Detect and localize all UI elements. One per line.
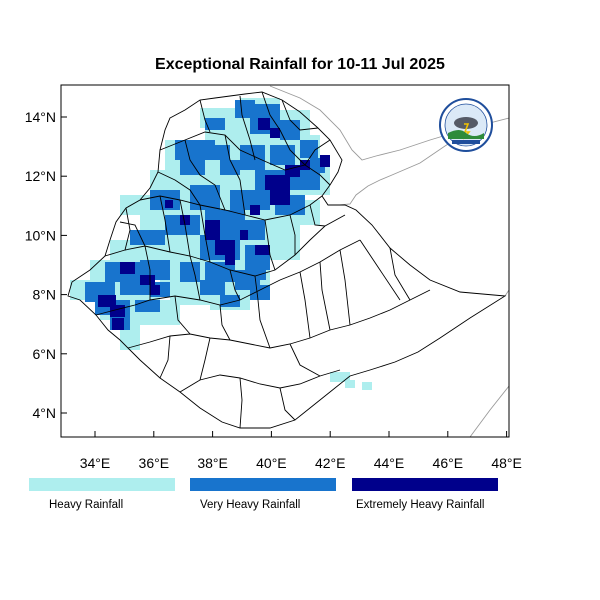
- rain-cell: [215, 240, 235, 255]
- rain-cell: [262, 288, 270, 300]
- lon-tick-label: 40°E: [256, 455, 287, 471]
- lat-tick-label: 14°N: [25, 109, 56, 125]
- rain-cell: [330, 372, 350, 382]
- rain-cell: [215, 145, 230, 160]
- lat-tick-label: 12°N: [25, 168, 56, 184]
- rain-cell: [285, 165, 300, 177]
- rain-cell: [345, 380, 355, 388]
- legend-swatch-very-heavy: [190, 478, 336, 491]
- rain-cell: [265, 175, 290, 190]
- map-frame: [60, 84, 510, 438]
- rain-cell: [205, 220, 220, 240]
- rain-cell: [140, 275, 155, 285]
- rain-cell: [250, 205, 260, 215]
- rain-cell: [225, 255, 235, 265]
- legend-swatch-heavy: [29, 478, 175, 491]
- rain-cell: [258, 270, 266, 280]
- lat-tick-label: 6°N: [33, 346, 57, 362]
- lon-tick-label: 48°E: [491, 455, 522, 471]
- legend-extreme: Extremely Heavy Rainfall: [352, 478, 498, 511]
- lon-tick-label: 46°E: [433, 455, 464, 471]
- lon-tick-label: 44°E: [374, 455, 405, 471]
- rain-cell: [300, 140, 318, 158]
- lon-tick-label: 34°E: [80, 455, 111, 471]
- rain-cell: [270, 145, 295, 165]
- rain-cell: [320, 155, 330, 167]
- ethiopia-outline: [67, 91, 507, 429]
- lon-tick-label: 36°E: [139, 455, 170, 471]
- rain-cell: [240, 230, 248, 240]
- rain-cell: [270, 190, 290, 205]
- admin-boundaries: [67, 91, 507, 429]
- rain-cell: [112, 318, 124, 330]
- axis-ticks: 14°N 12°N 10°N 8°N 6°N 4°N 34°E 36°E 38°E 40°E 42°…: [25, 109, 522, 471]
- rain-cell: [245, 220, 265, 240]
- rain-cell: [120, 262, 135, 274]
- lat-tick-label: 8°N: [33, 287, 57, 303]
- rain-cell: [180, 262, 200, 282]
- rain-cell: [150, 285, 160, 295]
- lat-tick-label: 10°N: [25, 227, 56, 243]
- rain-cell: [220, 160, 240, 175]
- rain-cell: [255, 245, 270, 255]
- rain-cell: [362, 382, 372, 390]
- rain-cell: [175, 140, 215, 160]
- rain-cell: [205, 262, 235, 282]
- lon-tick-label: 42°E: [315, 455, 346, 471]
- rain-cell: [130, 230, 165, 245]
- rain-cell: [270, 128, 280, 138]
- rain-cell: [135, 300, 160, 312]
- legend-label-very-heavy: Very Heavy Rainfall: [200, 499, 301, 511]
- rain-cell: [98, 295, 116, 307]
- legend-very-heavy: Very Heavy Rainfall: [190, 478, 336, 511]
- lon-tick-label: 38°E: [197, 455, 228, 471]
- rain-cell: [180, 160, 205, 175]
- legend-label-heavy: Heavy Rainfall: [49, 499, 124, 511]
- rain-cell: [165, 200, 173, 208]
- rain-cell: [258, 118, 270, 130]
- legend-label-extreme: Extremely Heavy Rainfall: [356, 499, 485, 511]
- legend-heavy: Heavy Rainfall: [29, 478, 175, 511]
- rain-cell: [200, 280, 225, 295]
- weather-logo-icon: [439, 98, 493, 152]
- rain-cell: [180, 215, 190, 225]
- map-title: Exceptional Rainfall for 10-11 Jul 2025: [155, 56, 445, 73]
- rain-cell: [205, 118, 225, 130]
- lat-tick-label: 4°N: [33, 405, 57, 421]
- legend-swatch-extreme: [352, 478, 498, 491]
